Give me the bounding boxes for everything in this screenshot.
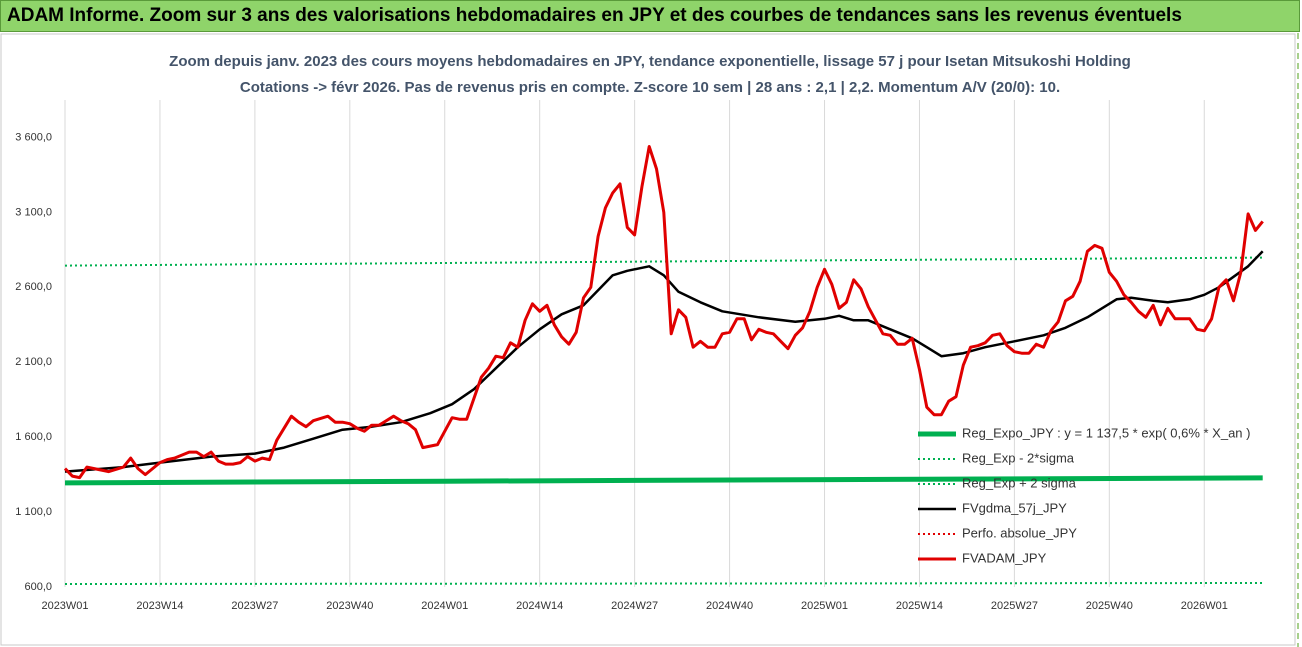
x-tick-label: 2023W27 (231, 600, 278, 612)
series-line (64, 250, 1264, 473)
x-tick-label: 2023W01 (41, 600, 88, 612)
x-tick-label: 2024W01 (421, 600, 468, 612)
legend-label: Perfo. absolue_JPY (962, 525, 1077, 540)
x-tick-label: 2025W14 (896, 600, 943, 612)
y-tick-label: 1 100,0 (15, 506, 52, 518)
chart-title: Zoom depuis janv. 2023 des cours moyens … (169, 53, 1131, 70)
legend-label: FVgdma_57j_JPY (962, 500, 1067, 515)
x-tick-label: 2026W01 (1181, 600, 1228, 612)
chart: Zoom depuis janv. 2023 des cours moyens … (0, 33, 1299, 647)
x-tick-label: 2025W40 (1086, 600, 1133, 612)
y-tick-label: 2 100,0 (15, 356, 52, 368)
x-tick-label: 2024W40 (706, 600, 753, 612)
x-tick-label: 2024W14 (516, 600, 563, 612)
chart-frame (0, 33, 1296, 646)
y-tick-label: 1 600,0 (15, 431, 52, 443)
legend-label: Reg_Expo_JPY : y = 1 137,5 * exp( 0,6% *… (962, 425, 1250, 440)
x-tick-label: 2025W01 (801, 600, 848, 612)
x-tick-label: 2024W27 (611, 600, 658, 612)
page-title: ADAM Informe. Zoom sur 3 ans des valoris… (0, 0, 1300, 32)
y-tick-label: 3 600,0 (15, 131, 52, 143)
y-tick-label: 3 100,0 (15, 206, 52, 218)
series-line (64, 475, 1263, 486)
legend-label: Reg_Exp + 2 sigma (962, 475, 1077, 490)
x-tick-label: 2023W40 (326, 600, 373, 612)
legend-label: FVADAM_JPY (962, 550, 1047, 565)
x-tick-label: 2025W27 (991, 600, 1038, 612)
series-line (63, 145, 1264, 480)
series-line (64, 582, 1263, 585)
x-tick-label: 2023W14 (136, 600, 183, 612)
y-tick-label: 600,0 (24, 581, 52, 593)
y-tick-label: 2 600,0 (15, 281, 52, 293)
chart-subtitle: Cotations -> févr 2026. Pas de revenus p… (240, 79, 1060, 96)
legend-label: Reg_Exp - 2*sigma (962, 450, 1075, 465)
